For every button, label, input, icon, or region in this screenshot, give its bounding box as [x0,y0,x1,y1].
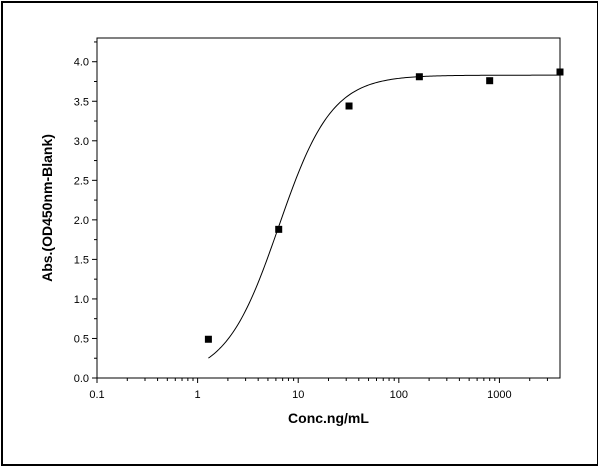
y-tick-label: 4.0 [74,57,89,69]
data-points [204,68,564,343]
y-tick-label: 2.5 [74,175,89,187]
x-tick-label: 100 [390,389,408,401]
x-tick-label: 1 [195,389,201,401]
y-tick-label: 2.0 [74,215,89,227]
x-axis-ticks: 0.1 1 10 100 1000 [89,378,548,401]
data-point [486,77,494,85]
plot-border [96,37,561,379]
y-tick-label: 3.0 [74,136,89,148]
x-tick-label: 10 [292,389,304,401]
y-tick-label: 0.0 [74,373,89,385]
y-axis-ticks: 0.0 0.5 1.0 1.5 2.0 2.5 3.0 3.5 4.0 [74,41,97,385]
x-axis-title: Conc.ng/mL [288,410,369,426]
y-tick-label: 1.0 [74,294,89,306]
y-axis-title: Abs.(OD450nm-Blank) [39,134,55,282]
data-point [204,335,212,343]
y-tick-label: 1.5 [74,254,89,266]
data-point [556,68,564,76]
y-tick-label: 3.5 [74,96,89,108]
data-point [415,73,423,81]
fit-curve [208,74,560,359]
data-point [345,102,353,110]
axes [96,37,561,379]
x-tick-label: 1000 [487,389,511,401]
data-point [275,225,283,233]
y-tick-label: 0.5 [74,333,89,345]
x-tick-label: 0.1 [89,389,104,401]
